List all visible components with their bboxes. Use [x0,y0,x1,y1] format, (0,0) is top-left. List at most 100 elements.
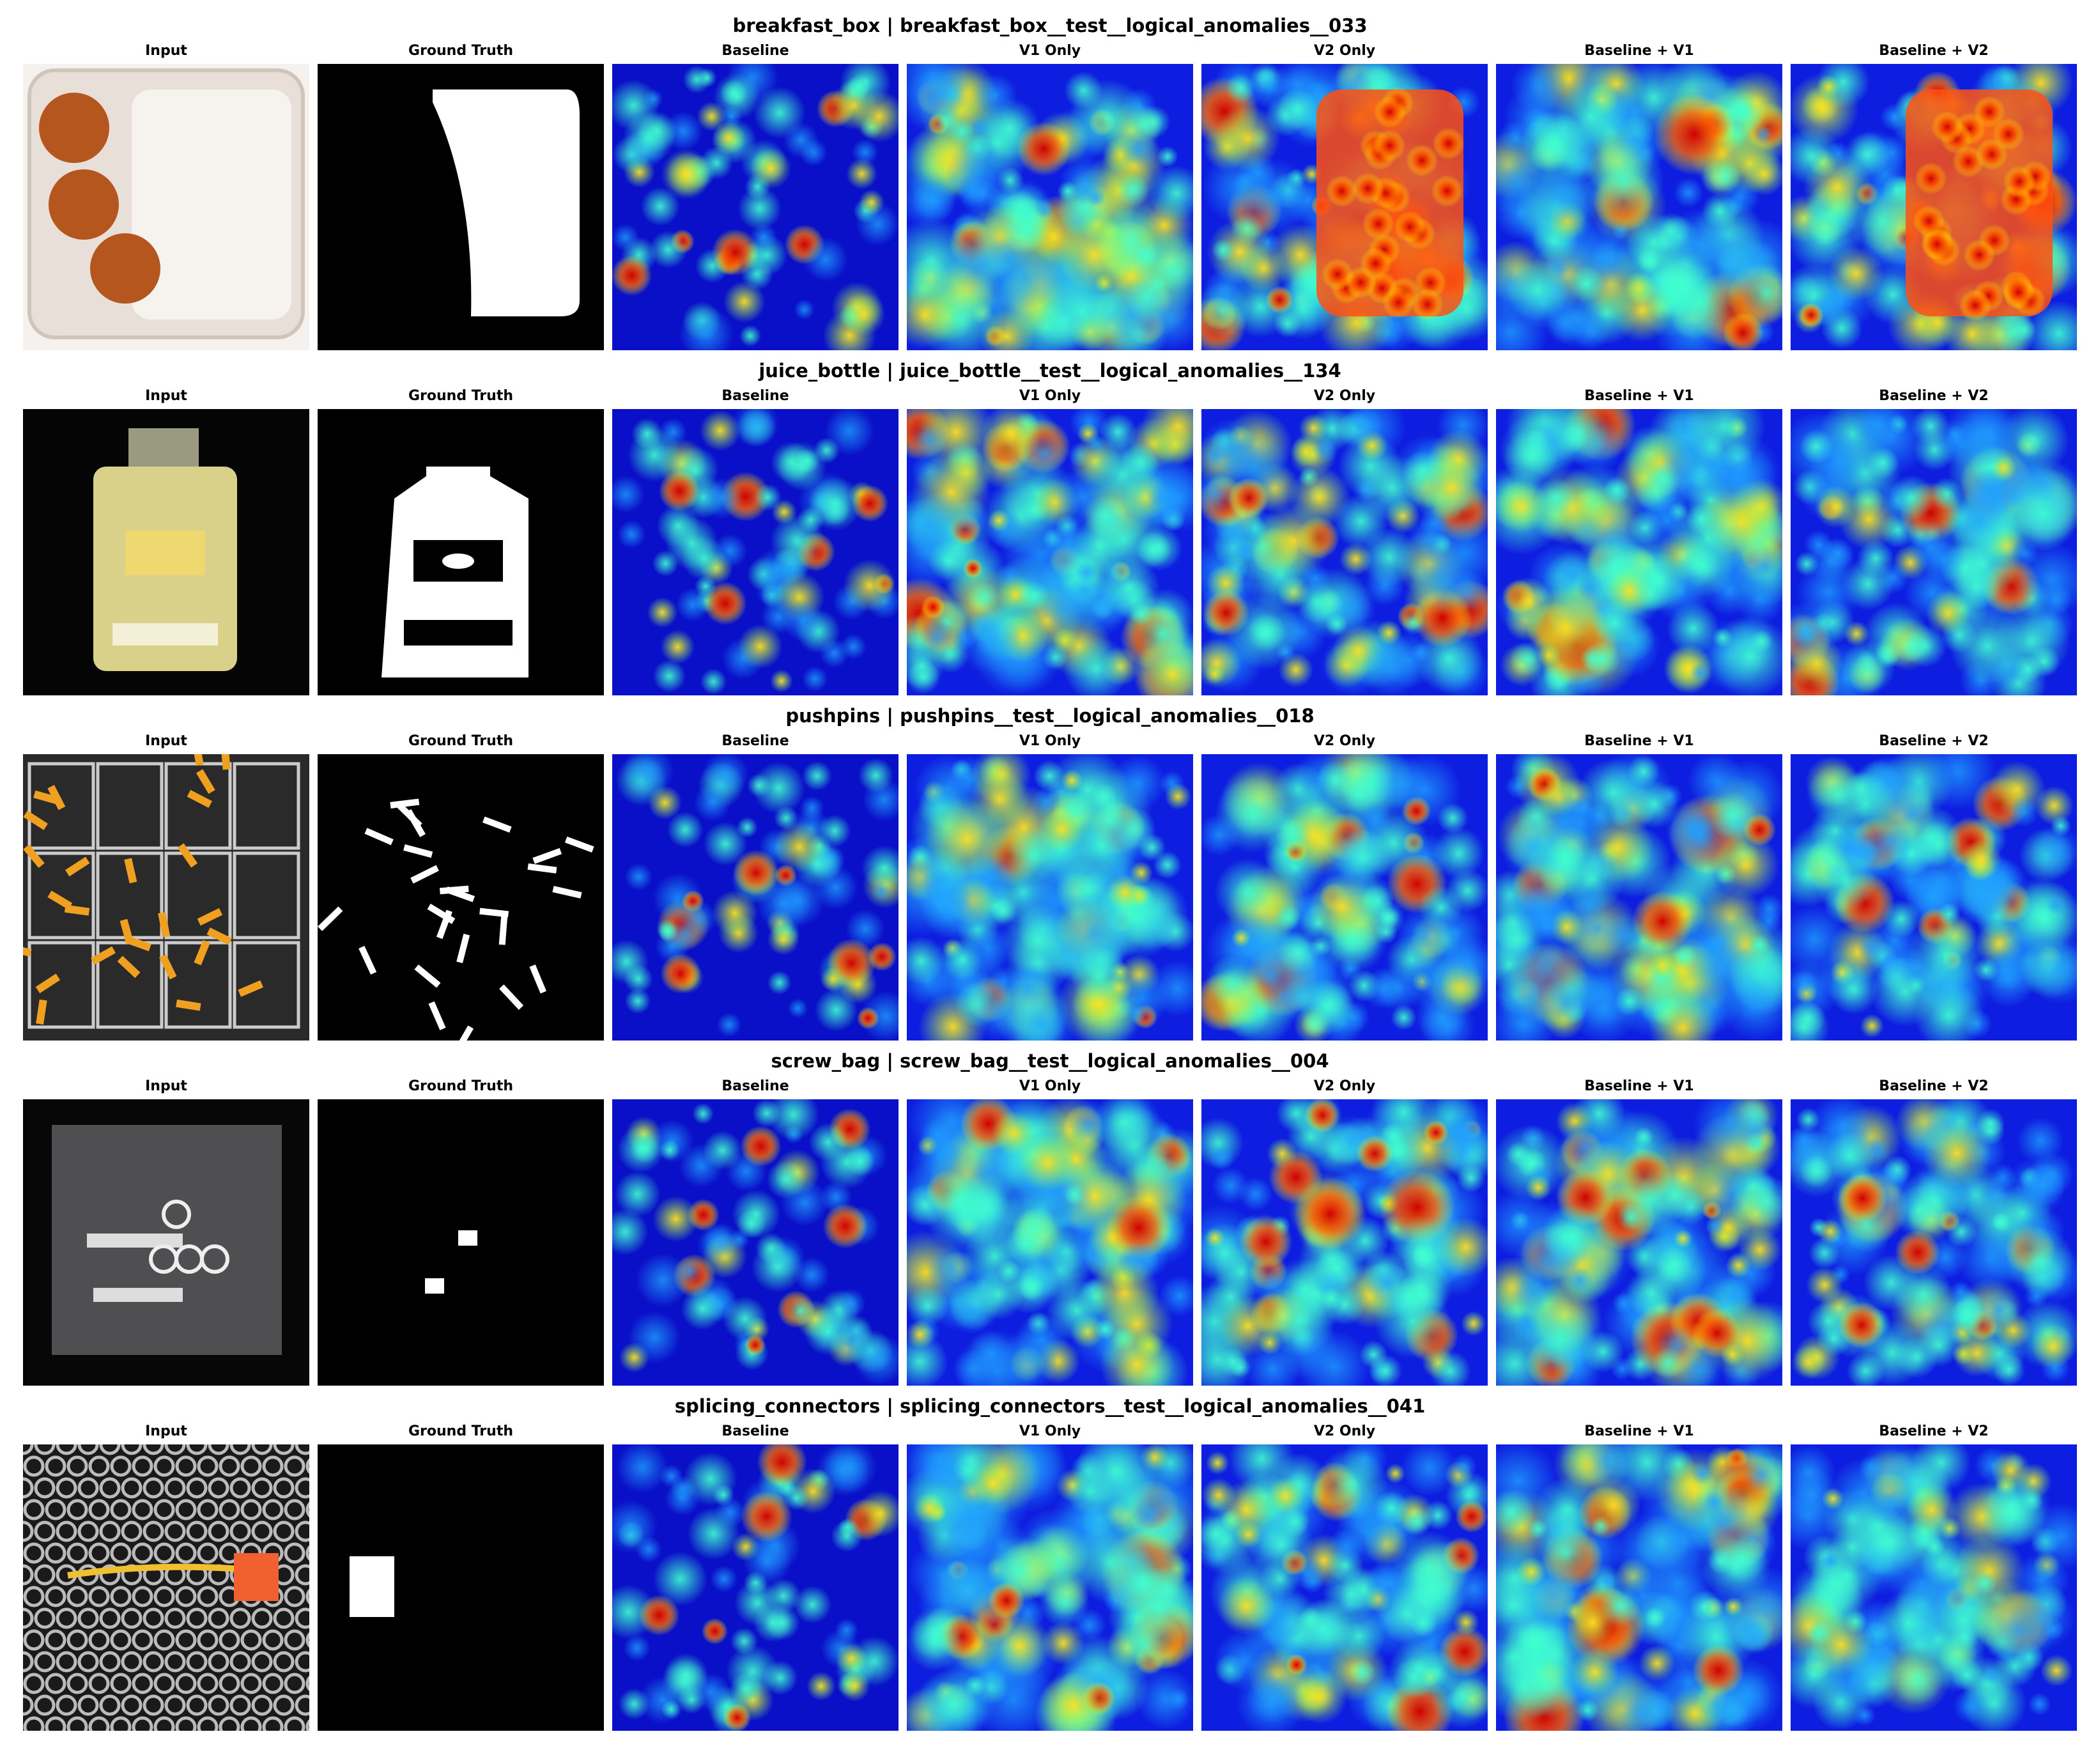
column-title: Baseline + V1 [1584,733,1693,749]
heat-blob [740,1126,782,1167]
heat-blob [1723,1597,1743,1617]
heat-blob [720,79,748,107]
heat-blob [907,936,946,986]
heat-blob [2045,894,2066,915]
mesh [175,1716,197,1731]
heat-blob [843,559,897,612]
mesh [88,1629,110,1651]
heat-blob [757,1444,807,1487]
heat-blob [1693,1099,1768,1163]
heat-blob [1975,1108,2005,1138]
column-title: Ground Truth [408,388,513,404]
heat-blob [699,410,741,451]
compartment [164,851,232,940]
compartment [233,941,300,1029]
heat-blob [1912,1444,1971,1492]
heat-blob [1018,1133,1077,1192]
heat-blob [782,600,824,642]
heat-blob [1392,1657,1435,1699]
mesh [186,1607,208,1629]
heat-blob [998,1329,1060,1386]
image-panel [612,1099,899,1386]
heat-blob [1576,1698,1600,1722]
heat-blob [1348,1658,1376,1686]
mesh [197,1673,219,1694]
mesh [66,1716,88,1731]
heat-blob [1204,663,1226,685]
heat-blob [1672,943,1698,970]
gt-pin [410,865,439,884]
heat-blob [1570,1648,1619,1697]
heat-blob [1086,189,1106,208]
mesh [175,1455,197,1477]
heat-blob [649,230,688,268]
heat-blob [702,1131,743,1170]
mesh [208,1477,229,1499]
heat-blob [692,1102,714,1125]
heat-blob [638,1595,680,1636]
mesh [77,1694,99,1716]
heat-blob [1585,1477,1642,1533]
pin [197,908,223,926]
heat-blob [1930,477,1964,511]
pin [159,954,177,980]
heat-blob [1385,1463,1406,1484]
heat-blob [1248,1512,1314,1578]
image-panel [907,409,1193,695]
heat-blob [1708,160,1741,193]
heat-blob [1461,1311,1486,1336]
heat-blob [732,409,780,448]
heat-blob [946,139,1009,203]
mesh [143,1651,164,1673]
heat-blob [661,1699,681,1719]
mesh [164,1520,186,1542]
heat-blob [845,909,885,948]
heat-blob [1905,1483,1959,1537]
mesh [34,1564,56,1586]
heat-blob [1312,437,1339,463]
mesh [273,1694,295,1716]
image-panel [318,754,604,1041]
heat-blob [1235,158,1312,235]
heat-blob [755,1232,787,1264]
heat-blob [793,1585,832,1624]
image-panel [1791,64,2077,350]
heat-blob [1018,1274,1045,1301]
mesh [23,1716,45,1731]
heat-blob [1228,477,1270,519]
heat-blob [693,784,731,821]
heat-blob [806,1671,836,1701]
heat-blob [737,624,783,669]
heat-blob [659,1140,681,1161]
heat-blob [1513,1229,1580,1296]
image-panel [318,1444,604,1731]
mesh [56,1520,77,1542]
heat-blob [1408,546,1477,615]
heat-blob [1039,807,1084,853]
pin [23,844,45,869]
tray-right [132,89,291,320]
heat-blob [1931,111,1964,143]
mesh [77,1651,99,1673]
mesh [229,1520,251,1542]
heat-blob [918,619,956,657]
mesh [99,1607,121,1629]
mesh [56,1651,77,1673]
mesh [56,1477,77,1499]
heat-blob [1692,1308,1743,1359]
heat-blob [652,1551,708,1606]
heat-blob [1922,1118,1991,1188]
heat-blob [1738,1228,1782,1272]
mesh [295,1444,309,1455]
heat-blob [1388,1216,1458,1286]
mesh [56,1444,77,1455]
mesh [240,1673,262,1694]
column-title: Baseline [721,1423,789,1439]
heat-blob [1265,286,1294,314]
column-title: V1 Only [1019,733,1081,749]
mesh [23,1607,34,1629]
heat-blob [1814,849,1878,913]
mesh [240,1716,262,1731]
heat-blob [1591,600,1638,646]
heat-blob [1001,208,1049,254]
